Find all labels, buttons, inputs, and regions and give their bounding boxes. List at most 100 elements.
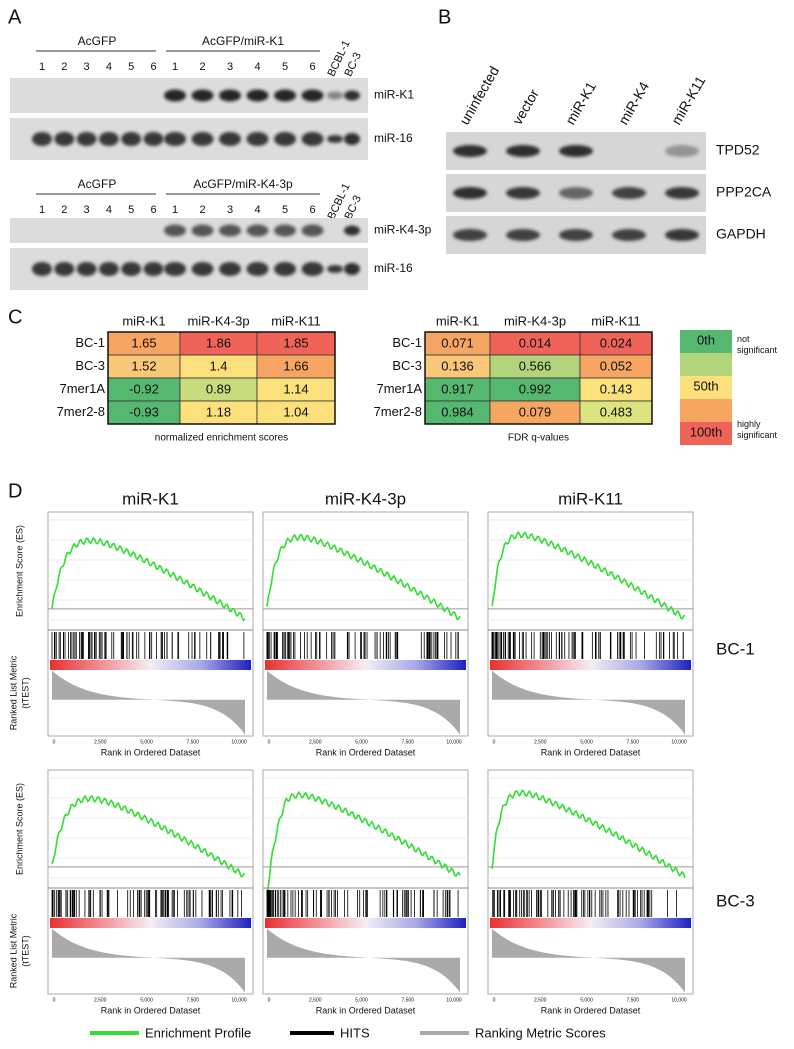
row-header: 7mer2-8 (374, 404, 422, 419)
legend-level: 100th (690, 424, 723, 439)
cell-value: 1.66 (283, 358, 308, 373)
x-tick-label: 7,500 (626, 739, 639, 745)
x-tick-label: 2,500 (534, 997, 547, 1003)
band (274, 262, 296, 276)
row-header: 7mer2-8 (57, 404, 105, 419)
lane-label: 2 (61, 61, 67, 73)
rank-bar (50, 918, 251, 928)
lane-label: 3 (84, 204, 90, 216)
legend-swatch (680, 330, 732, 353)
band-label: miR-16 (374, 131, 413, 145)
x-tick-label: 0 (268, 739, 271, 745)
band-label: miR-K4-3p (374, 223, 432, 237)
band-label: miR-K1 (374, 88, 414, 102)
column-header: miR-K4-3p (187, 313, 249, 328)
band (164, 224, 186, 237)
lane-label: 3 (227, 61, 233, 73)
band (219, 224, 241, 237)
x-tick-label: 0 (53, 997, 56, 1003)
metric-area (267, 928, 460, 993)
cell-value: -0.93 (129, 404, 159, 419)
metric-area (492, 670, 685, 735)
lane-label: miR-K11 (668, 73, 709, 127)
x-axis-label: Rank in Ordered Dataset (101, 1005, 201, 1015)
band (301, 224, 324, 237)
band (274, 132, 296, 146)
lane-label: 6 (309, 204, 315, 216)
band (327, 91, 343, 100)
lane-label: 2 (61, 204, 67, 216)
x-tick-label: 5,000 (355, 997, 368, 1003)
panel-label: B (438, 6, 451, 28)
group-label: AcGFP/miR-K4-3p (193, 177, 293, 191)
column-header: miR-K11 (591, 313, 641, 328)
lane-label: 1 (172, 61, 178, 73)
lane-label: 1 (172, 204, 178, 216)
band (327, 265, 343, 273)
cell-value: 1.85 (283, 335, 308, 350)
lane-label: miR-K4 (615, 79, 652, 128)
x-tick-label: 7,500 (401, 739, 414, 745)
band (506, 187, 540, 199)
x-axis-label: Rank in Ordered Dataset (541, 1005, 641, 1015)
cell-value: 1.65 (131, 335, 156, 350)
legend-swatch (680, 399, 732, 422)
rank-bar (265, 660, 466, 670)
x-tick-label: 0 (268, 997, 271, 1003)
es-curve (266, 790, 461, 895)
band (559, 187, 593, 199)
cell-value: 0.483 (600, 404, 633, 419)
band (191, 262, 214, 276)
group-label: AcGFP (78, 34, 117, 48)
column-title: miR-K4-3p (325, 489, 406, 508)
x-tick-label: 7,500 (186, 739, 199, 745)
legend-label: Enrichment Profile (145, 1025, 251, 1040)
lane-label: 4 (254, 61, 260, 73)
lane-label: 2 (199, 204, 205, 216)
table-border (107, 331, 336, 425)
band (301, 89, 324, 102)
x-axis-label: Rank in Ordered Dataset (316, 747, 416, 757)
metric-area (52, 928, 245, 993)
x-tick-label: 5,000 (580, 997, 593, 1003)
legend-swatch (680, 422, 732, 445)
panel-label: A (8, 6, 22, 28)
cell-value: 0.984 (441, 404, 474, 419)
x-tick-label: 2,500 (309, 997, 322, 1003)
column-header: miR-K1 (436, 313, 479, 328)
band (246, 262, 269, 276)
es-curve (51, 794, 246, 878)
band (98, 262, 119, 276)
band (191, 224, 214, 237)
band (219, 89, 241, 102)
x-tick-label: 5,000 (355, 739, 368, 745)
band (344, 263, 360, 275)
column-title: miR-K1 (122, 489, 179, 508)
legend-note-line: significant (737, 345, 778, 355)
x-tick-label: 7,500 (186, 997, 199, 1003)
band (453, 229, 487, 241)
x-axis-label: Rank in Ordered Dataset (101, 747, 201, 757)
plot-frame (262, 769, 469, 995)
legend-level: 0th (697, 332, 715, 347)
legend-label: HITS (340, 1025, 370, 1040)
x-tick-label: 0 (53, 739, 56, 745)
x-tick-label: 10,000 (446, 997, 462, 1003)
es-curve (51, 536, 246, 622)
band (219, 132, 241, 146)
legend-note-line: significant (737, 430, 778, 440)
x-tick-label: 0 (493, 997, 496, 1003)
row-label: BC-3 (716, 891, 755, 910)
cell-value: 1.04 (283, 404, 308, 419)
row-header: 7mer1A (376, 381, 422, 396)
band (301, 132, 324, 146)
rank-bar (490, 918, 691, 928)
lane-label: 6 (150, 204, 156, 216)
row-header: BC-3 (392, 358, 422, 373)
band (54, 262, 75, 276)
legend-swatch (680, 353, 732, 376)
band (301, 262, 324, 276)
cell-value: 0.992 (519, 381, 552, 396)
band (453, 145, 487, 157)
